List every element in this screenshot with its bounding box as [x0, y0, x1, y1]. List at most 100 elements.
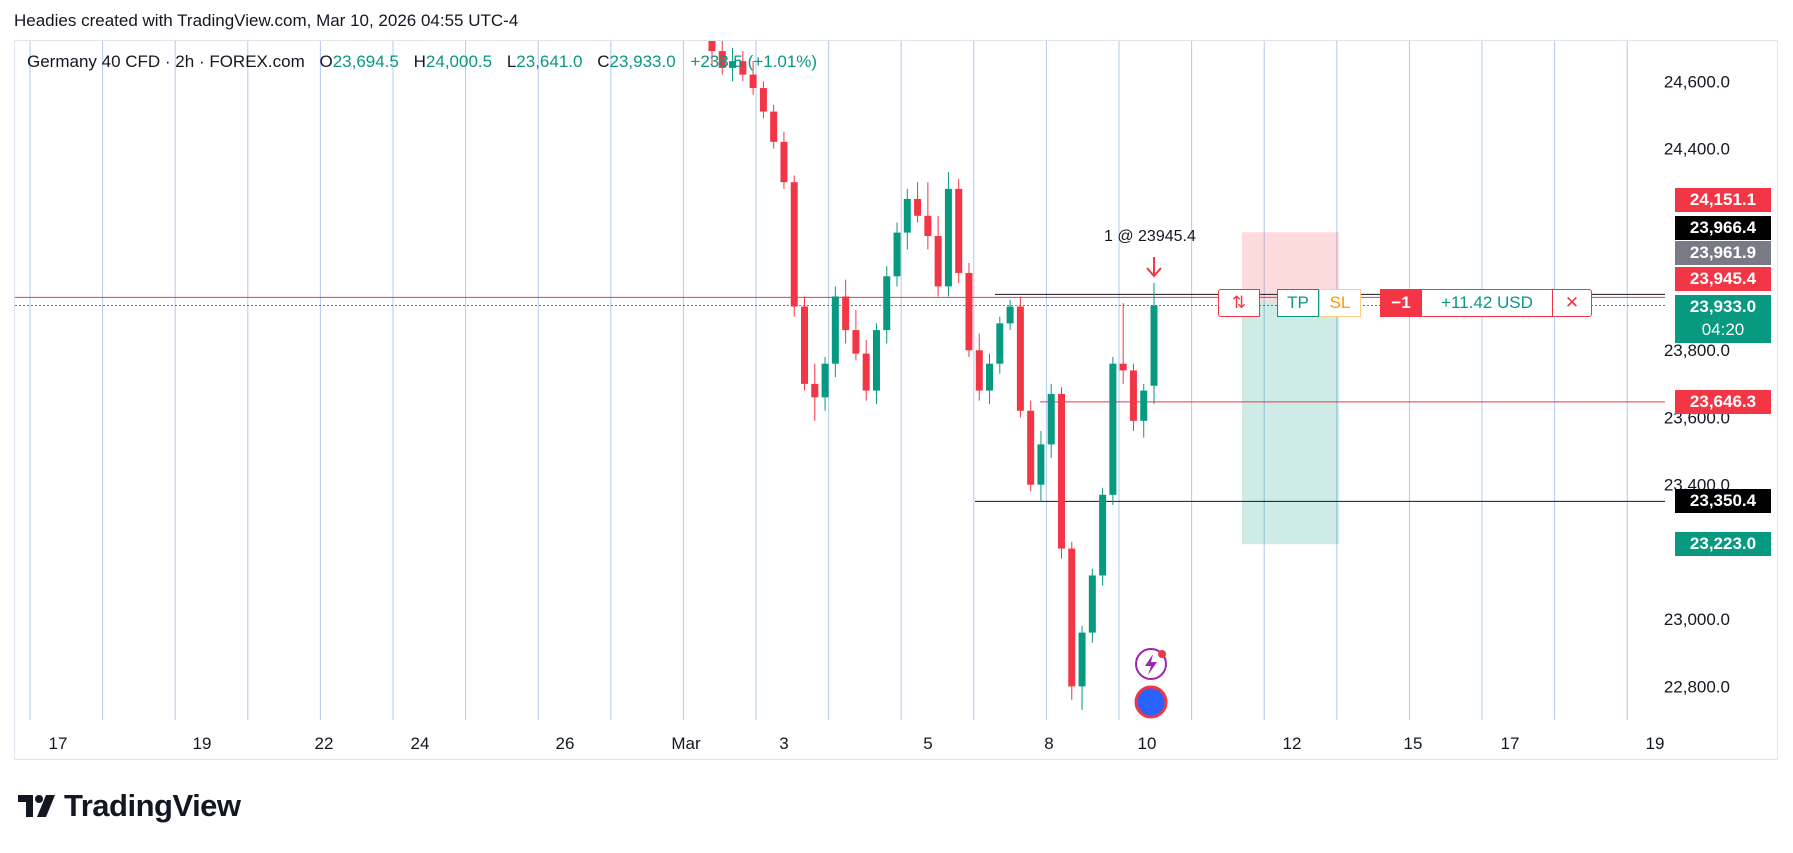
- candle-body: [934, 235, 942, 287]
- candle-body: [780, 141, 788, 183]
- candle-body: [914, 198, 922, 216]
- candle-body: [801, 306, 809, 384]
- candle-body: [965, 272, 973, 351]
- take-profit-button[interactable]: TP: [1277, 289, 1319, 317]
- x-tick-label: 10: [1138, 734, 1157, 753]
- candle-body: [842, 296, 850, 331]
- x-tick-label: 5: [923, 734, 932, 753]
- position-qty[interactable]: −1: [1380, 289, 1422, 317]
- lightning-dot-icon: [1158, 650, 1166, 658]
- y-tick-label: 23,000.0: [1664, 610, 1730, 629]
- price-tag: 23,961.9: [1675, 241, 1771, 265]
- candle-body: [1027, 410, 1035, 485]
- y-tick-label: 22,800.0: [1664, 677, 1730, 696]
- position-controls: ⇅: [1218, 289, 1260, 317]
- price-tag: 24,151.1: [1675, 188, 1771, 212]
- reverse-position-icon[interactable]: ⇅: [1218, 289, 1260, 317]
- x-tick-label: 26: [556, 734, 575, 753]
- x-tick-label: Mar: [671, 734, 701, 753]
- candle-body: [1109, 363, 1117, 495]
- candle-body: [955, 188, 963, 273]
- position-pnl: +11.42 USD: [1422, 289, 1552, 317]
- candle-body: [1016, 306, 1024, 411]
- candle-body: [821, 363, 829, 398]
- stop-loss-button[interactable]: SL: [1319, 289, 1361, 317]
- candle-body: [718, 51, 726, 68]
- legend-low-label: L: [506, 52, 517, 71]
- tradingview-logo-text: TradingView: [64, 788, 241, 823]
- tradingview-logo: TradingView: [18, 788, 241, 824]
- legend-high-label: H: [413, 52, 426, 71]
- candle-body: [986, 363, 994, 391]
- entry-annotation: 1 @ 23945.4: [1104, 228, 1196, 245]
- candle-body: [739, 61, 747, 75]
- candle-body: [872, 330, 880, 391]
- lightning-bolt-icon: [1145, 654, 1157, 675]
- eu-event-icon: [1134, 685, 1168, 719]
- legend-change: +238.5 (+1.01%): [690, 52, 818, 71]
- candle-body: [759, 88, 767, 112]
- x-tick-label: 17: [49, 734, 68, 753]
- position-line-label: −1 +11.42 USD ✕: [1380, 289, 1592, 317]
- target-zone: [1242, 301, 1339, 545]
- legend-high: 24,000.5: [425, 52, 493, 71]
- candle-body: [729, 61, 737, 68]
- legend-close: 23,933.0: [609, 52, 676, 71]
- legend-symbol[interactable]: Germany 40 CFD · 2h · FOREX.com: [27, 52, 305, 71]
- y-tick-label: 23,800.0: [1664, 341, 1730, 360]
- candle-body: [1119, 363, 1127, 371]
- y-tick-label: 24,600.0: [1664, 72, 1730, 91]
- legend-open: 23,694.5: [332, 52, 399, 71]
- x-tick-label: 12: [1283, 734, 1302, 753]
- tradingview-logo-icon: [18, 795, 55, 817]
- candle-body: [924, 215, 932, 236]
- price-tag: 23,945.4: [1675, 267, 1771, 291]
- candle-body: [749, 74, 757, 89]
- legend-close-label: C: [597, 52, 610, 71]
- candle-body: [1150, 305, 1158, 386]
- candle-body: [1078, 632, 1086, 687]
- candle-body: [831, 296, 839, 364]
- price-tag: 23,966.4: [1675, 216, 1771, 240]
- price-tag: 23,646.3: [1675, 389, 1771, 414]
- candle-body: [1037, 444, 1045, 485]
- ohlc-legend: Germany 40 CFD · 2h · FOREX.com O23,694.…: [27, 52, 827, 72]
- candle-body: [862, 353, 870, 391]
- candle-body: [1088, 575, 1096, 633]
- x-tick-label: 17: [1501, 734, 1520, 753]
- legend-open-label: O: [319, 52, 333, 71]
- candle-body: [1099, 494, 1107, 576]
- candle-body: [893, 232, 901, 277]
- x-tick-label: 3: [779, 734, 788, 753]
- x-tick-label: 19: [193, 734, 212, 753]
- legend-low: 23,641.0: [516, 52, 583, 71]
- y-tick-label: 24,400.0: [1664, 140, 1730, 159]
- candle-body: [944, 188, 952, 287]
- x-tick-label: 22: [315, 734, 334, 753]
- x-tick-label: 8: [1044, 734, 1053, 753]
- candle-body: [883, 276, 891, 331]
- price-tag: 23,933.0 04:20: [1675, 295, 1771, 343]
- candle-body: [1140, 390, 1148, 421]
- candle-body: [1129, 370, 1137, 421]
- candle-body: [1057, 393, 1065, 549]
- price-tag: 23,223.0: [1675, 532, 1771, 557]
- candle-body: [1068, 548, 1076, 687]
- candle-body: [770, 111, 778, 142]
- price-tag: 23,350.4: [1675, 489, 1771, 514]
- candle-body: [1047, 393, 1055, 445]
- candle-body: [708, 41, 716, 52]
- candle-body: [852, 330, 860, 354]
- chart-header-note: Headies created with TradingView.com, Ma…: [14, 11, 519, 30]
- candle-body: [996, 323, 1004, 364]
- chart-frame[interactable]: [14, 40, 1778, 760]
- x-tick-label: 19: [1646, 734, 1665, 753]
- candle-body: [790, 182, 798, 307]
- price-tag-countdown: 04:20: [1701, 320, 1745, 339]
- bracket-controls: TP SL: [1277, 289, 1361, 317]
- entry-arrow-icon: [1146, 257, 1162, 278]
- close-position-icon[interactable]: ✕: [1552, 289, 1592, 317]
- candle-body: [811, 383, 819, 398]
- candle-body: [1006, 306, 1014, 324]
